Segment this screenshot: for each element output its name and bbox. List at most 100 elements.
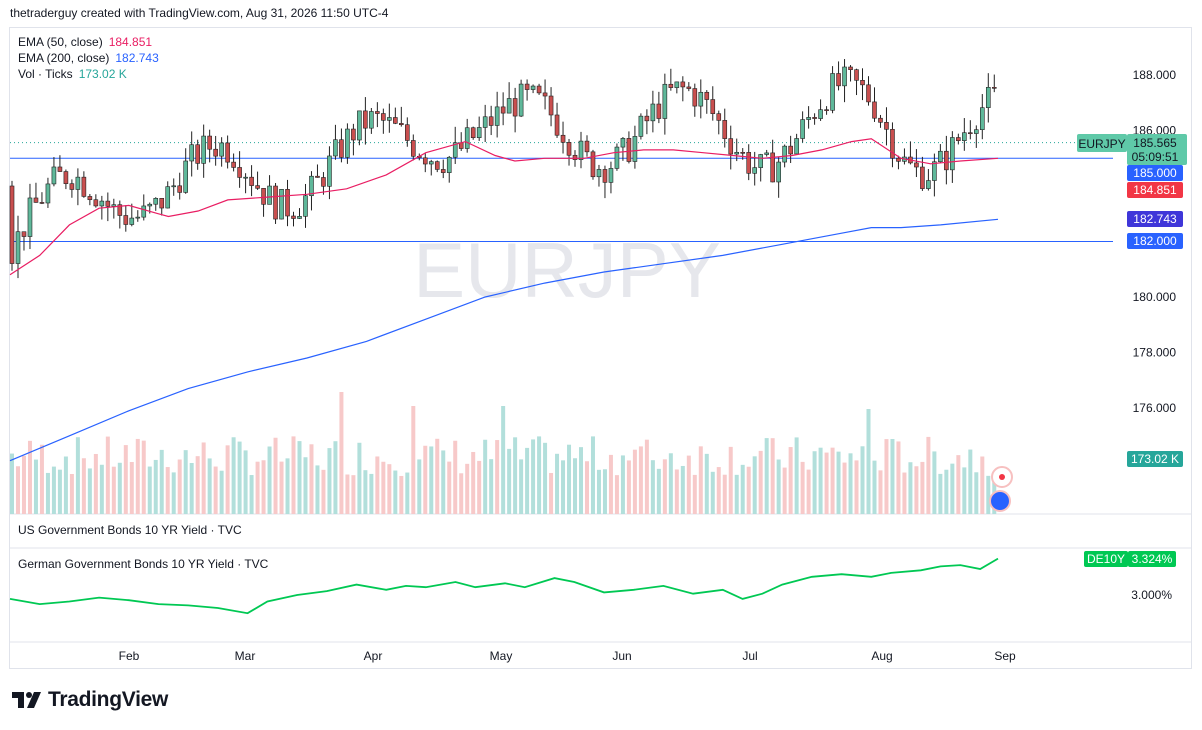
volume-bar <box>315 465 320 514</box>
volume-bar <box>159 449 164 514</box>
candle-body <box>207 135 212 150</box>
candle-body <box>159 198 165 209</box>
volume-bar <box>980 456 985 514</box>
volume-bar <box>279 461 284 514</box>
time-tick-label: Jul <box>742 649 757 663</box>
volume-bar <box>177 459 182 514</box>
countdown-label: 05:09:51 <box>1132 150 1179 164</box>
volume-bar <box>303 457 308 514</box>
volume-bar <box>974 472 979 514</box>
candle-body <box>363 110 368 129</box>
candle-body <box>351 128 356 141</box>
volume-bar <box>584 461 589 514</box>
volume-bar <box>57 469 62 514</box>
candle-body <box>291 215 296 219</box>
volume-bar <box>878 470 883 514</box>
volume-bar <box>351 475 356 514</box>
volume-bar <box>626 460 631 514</box>
candle-body <box>440 169 446 173</box>
de10y-name-label-bg <box>1084 551 1128 567</box>
volume-bar <box>561 460 566 514</box>
volume-bar <box>632 449 637 514</box>
candle-body <box>369 111 374 129</box>
candle-body <box>704 91 710 100</box>
volume-bar <box>608 454 613 514</box>
candle-body <box>644 115 650 122</box>
de10y-line <box>9 557 999 615</box>
volume-bar <box>788 447 793 514</box>
candle-body <box>896 157 901 162</box>
tradingview-logo[interactable]: TradingView <box>12 688 168 712</box>
volume-bar <box>782 467 787 514</box>
symbol-watermark: EURJPY <box>413 226 721 314</box>
price-tick-label: 188.000 <box>1133 68 1177 82</box>
volume-bar <box>734 474 739 514</box>
candle-body <box>506 98 512 114</box>
volume-bar <box>51 466 56 514</box>
volume-bar <box>447 461 452 514</box>
volume-bar <box>602 469 607 514</box>
volume-bar <box>758 450 763 514</box>
volume-bar <box>105 436 110 514</box>
candle-body <box>225 142 230 163</box>
volume-bar <box>507 448 512 514</box>
legend-ema50[interactable]: EMA (50, close) 184.851 <box>18 34 152 50</box>
candle-body <box>405 124 410 141</box>
candle-body <box>285 189 290 217</box>
candle-body <box>87 196 93 201</box>
candle-body <box>446 156 452 173</box>
candle-body <box>428 161 434 165</box>
candle-body <box>410 140 416 157</box>
volume-bar <box>537 436 542 514</box>
volume-bar <box>249 475 254 514</box>
candle-body <box>674 81 680 88</box>
candle-body <box>213 148 218 157</box>
candle-body <box>357 110 362 141</box>
volume-bar <box>135 438 140 514</box>
legend-volume[interactable]: Vol · Ticks 173.02 K <box>18 66 127 82</box>
volume-bar <box>794 437 799 514</box>
candle-body <box>261 188 266 205</box>
candle-body <box>387 117 392 121</box>
volume-bar <box>69 473 74 514</box>
candle-body <box>171 185 177 188</box>
volume-bar <box>752 456 757 514</box>
volume-bar <box>986 475 991 514</box>
candle-body <box>722 120 728 139</box>
candle-body <box>830 73 835 111</box>
volume-bar <box>716 467 721 514</box>
volume-bar <box>171 472 176 514</box>
volume-bar <box>902 472 907 514</box>
candle-body <box>399 123 404 126</box>
symbol-name-label: EURJPY <box>1078 137 1125 151</box>
candle-body <box>950 137 955 171</box>
candle-body <box>494 106 500 126</box>
volume-bar <box>15 466 20 514</box>
volume-bar <box>746 466 751 514</box>
candle-body <box>21 231 27 237</box>
legend-ema200[interactable]: EMA (200, close) 182.743 <box>18 50 159 66</box>
time-tick-label: Feb <box>119 649 140 663</box>
event-dot-icon <box>999 474 1005 480</box>
candle-body <box>920 166 925 189</box>
volume-bar <box>123 445 128 514</box>
de-yield-pane-title[interactable]: German Government Bonds 10 YR Yield · TV… <box>18 557 269 571</box>
volume-bar <box>950 463 955 514</box>
volume-bar <box>836 451 841 514</box>
volume-bar <box>513 437 518 514</box>
candle-body <box>656 103 662 119</box>
volume-bar <box>309 444 314 514</box>
candle-body <box>381 113 386 121</box>
candle-body <box>752 167 757 174</box>
legend-volume-value: 173.02 K <box>78 67 127 81</box>
volume-bar <box>495 440 500 514</box>
volume-bar <box>45 472 50 514</box>
candle-body <box>991 87 997 89</box>
us-yield-pane-title[interactable]: US Government Bonds 10 YR Yield · TVC <box>18 523 242 537</box>
volume-bar <box>459 473 464 514</box>
volume-bar <box>273 437 278 514</box>
volume-bar <box>668 453 673 514</box>
volume-bar <box>764 438 769 514</box>
volume-bar <box>884 439 889 514</box>
